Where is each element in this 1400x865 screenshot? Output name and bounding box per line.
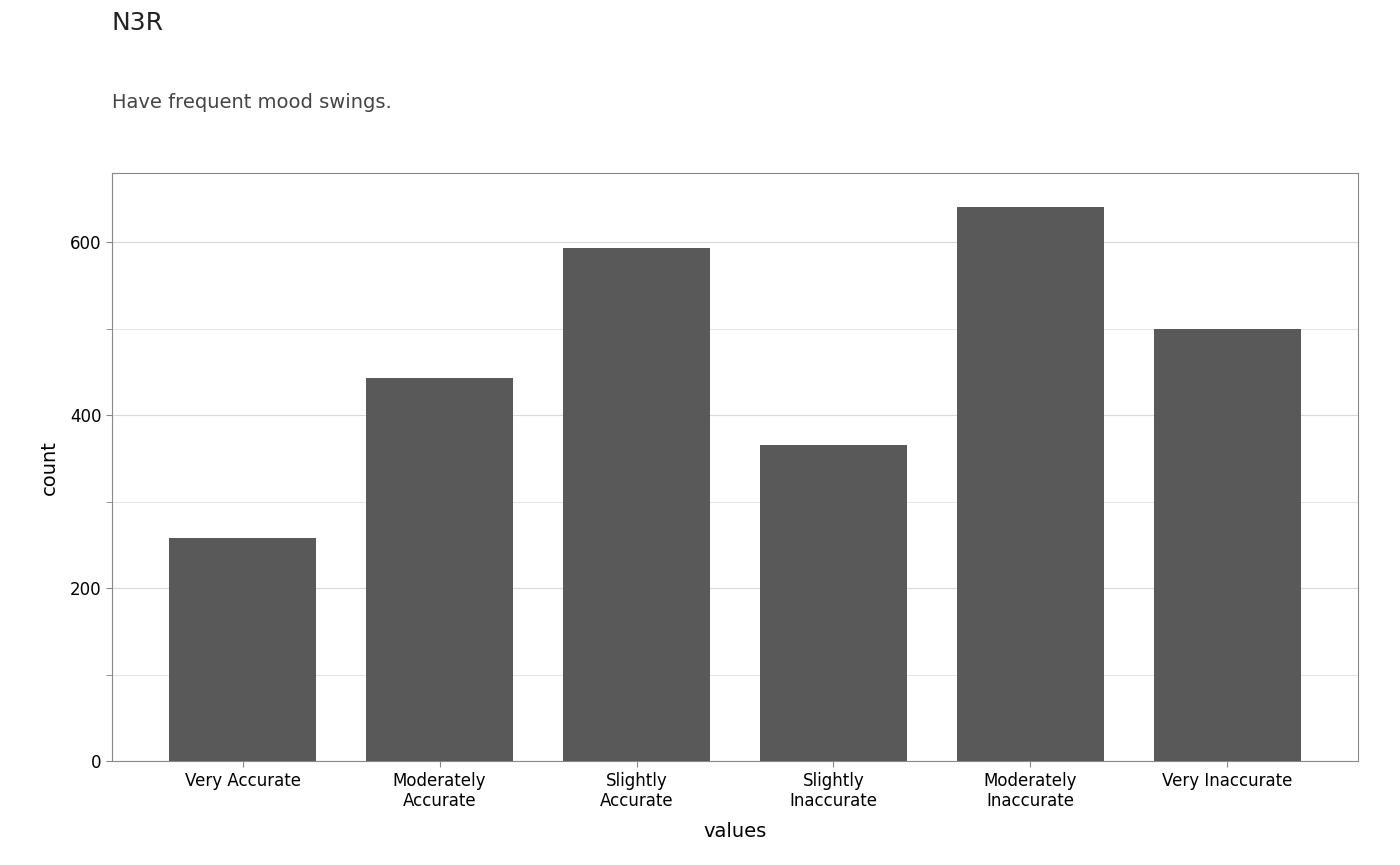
Bar <box>1154 329 1302 761</box>
Bar <box>956 207 1105 761</box>
Bar <box>760 445 907 761</box>
Bar <box>365 378 514 761</box>
X-axis label: values: values <box>703 822 767 841</box>
Bar <box>563 248 710 761</box>
Text: N3R: N3R <box>112 10 164 35</box>
Bar <box>168 538 316 761</box>
Y-axis label: count: count <box>39 439 59 495</box>
Text: Have frequent mood swings.: Have frequent mood swings. <box>112 93 392 112</box>
